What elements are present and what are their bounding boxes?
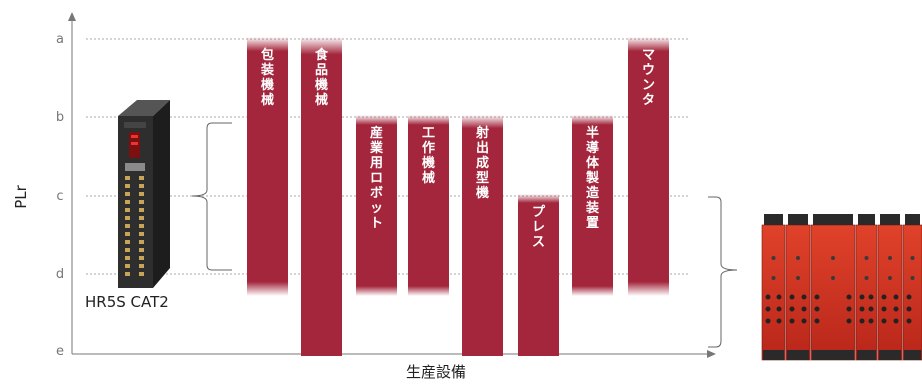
hr5s-relay-image [118, 100, 170, 288]
bar-label-char: 用 [369, 156, 383, 171]
bar-rect [408, 115, 449, 296]
relay-module [761, 214, 786, 361]
bar-label-char: ス [532, 235, 545, 250]
bar-rect [572, 115, 613, 296]
bar-label-char: 業 [369, 140, 384, 156]
bar-label-char: 装 [260, 62, 274, 78]
bar-rect [628, 37, 669, 296]
bar-label-char: 機 [315, 77, 328, 93]
bar-rect [247, 37, 288, 296]
y-tick-label-d: d [56, 267, 64, 282]
bar-label-char: 械 [315, 92, 328, 108]
bar-label-char: 機 [476, 185, 489, 201]
relay-module [810, 214, 856, 361]
bar-label-char: 造 [586, 185, 600, 201]
bar-label-char: ロ [370, 171, 383, 186]
y-tick-label-e: e [56, 344, 64, 359]
bar-label-char: 射 [475, 125, 489, 141]
hr5s-label: HR5S CAT2 [85, 293, 169, 311]
safety-relay-modules-image [761, 214, 922, 361]
bar-label-char: 品 [315, 63, 328, 78]
y-tick-labels: a b c d e [56, 32, 64, 359]
relay-module [877, 214, 903, 361]
bar-label-char: レ [532, 220, 545, 235]
bar-label-char: 成 [476, 155, 489, 171]
bar-label-char: プ [532, 205, 546, 220]
y-tick-label-c: c [56, 189, 63, 204]
bar-label-char: 置 [586, 216, 599, 231]
bar-label-char: 導 [586, 140, 599, 156]
y-axis-title: PLr [12, 184, 30, 208]
bar-label-char: ボ [370, 185, 383, 201]
relay-module [855, 214, 878, 361]
bar-label-char: 産 [370, 125, 383, 141]
x-axis-arrow-icon [707, 350, 716, 358]
bar-label-char: 機 [422, 155, 435, 171]
bar-rect-lower [462, 235, 503, 356]
relay-module [902, 214, 922, 361]
y-tick-label-a: a [56, 32, 64, 47]
bar-label-char: 械 [261, 92, 274, 108]
bar-label-char: 装 [585, 200, 599, 216]
bar-label-char: ト [370, 216, 383, 231]
bar-label-char: 作 [422, 140, 435, 156]
bar-label-char: ッ [370, 201, 383, 216]
bar-rect-lower [518, 275, 559, 356]
bar-label-char: 体 [586, 155, 600, 171]
bar-label-char: 機 [261, 77, 274, 93]
bar-label-char: 包 [261, 47, 274, 63]
bar-label-char: 食 [315, 47, 329, 63]
bar-label-char: 工 [422, 126, 435, 141]
y-tick-label-b: b [56, 110, 64, 125]
left-bracket [191, 122, 232, 271]
bar-label-char: タ [642, 93, 655, 108]
x-axis-title: 生産設備 [406, 363, 466, 381]
bar-label-char: 半 [586, 125, 599, 141]
bar-label-char: ウ [642, 63, 655, 78]
relay-module [785, 214, 811, 361]
bar-rect-lower [301, 196, 342, 356]
bar-6: プレス [518, 194, 559, 356]
bar-label-char: 型 [476, 170, 489, 186]
bar-label-char: ン [642, 78, 655, 93]
bar-label-char: 出 [476, 140, 489, 156]
bar-label-char: マ [642, 48, 655, 63]
y-axis-arrow-icon [68, 12, 76, 21]
bar-label-char: 械 [422, 170, 435, 186]
bar-rect [356, 115, 397, 296]
bar-label-char: 製 [585, 170, 599, 186]
right-bracket [708, 196, 738, 348]
